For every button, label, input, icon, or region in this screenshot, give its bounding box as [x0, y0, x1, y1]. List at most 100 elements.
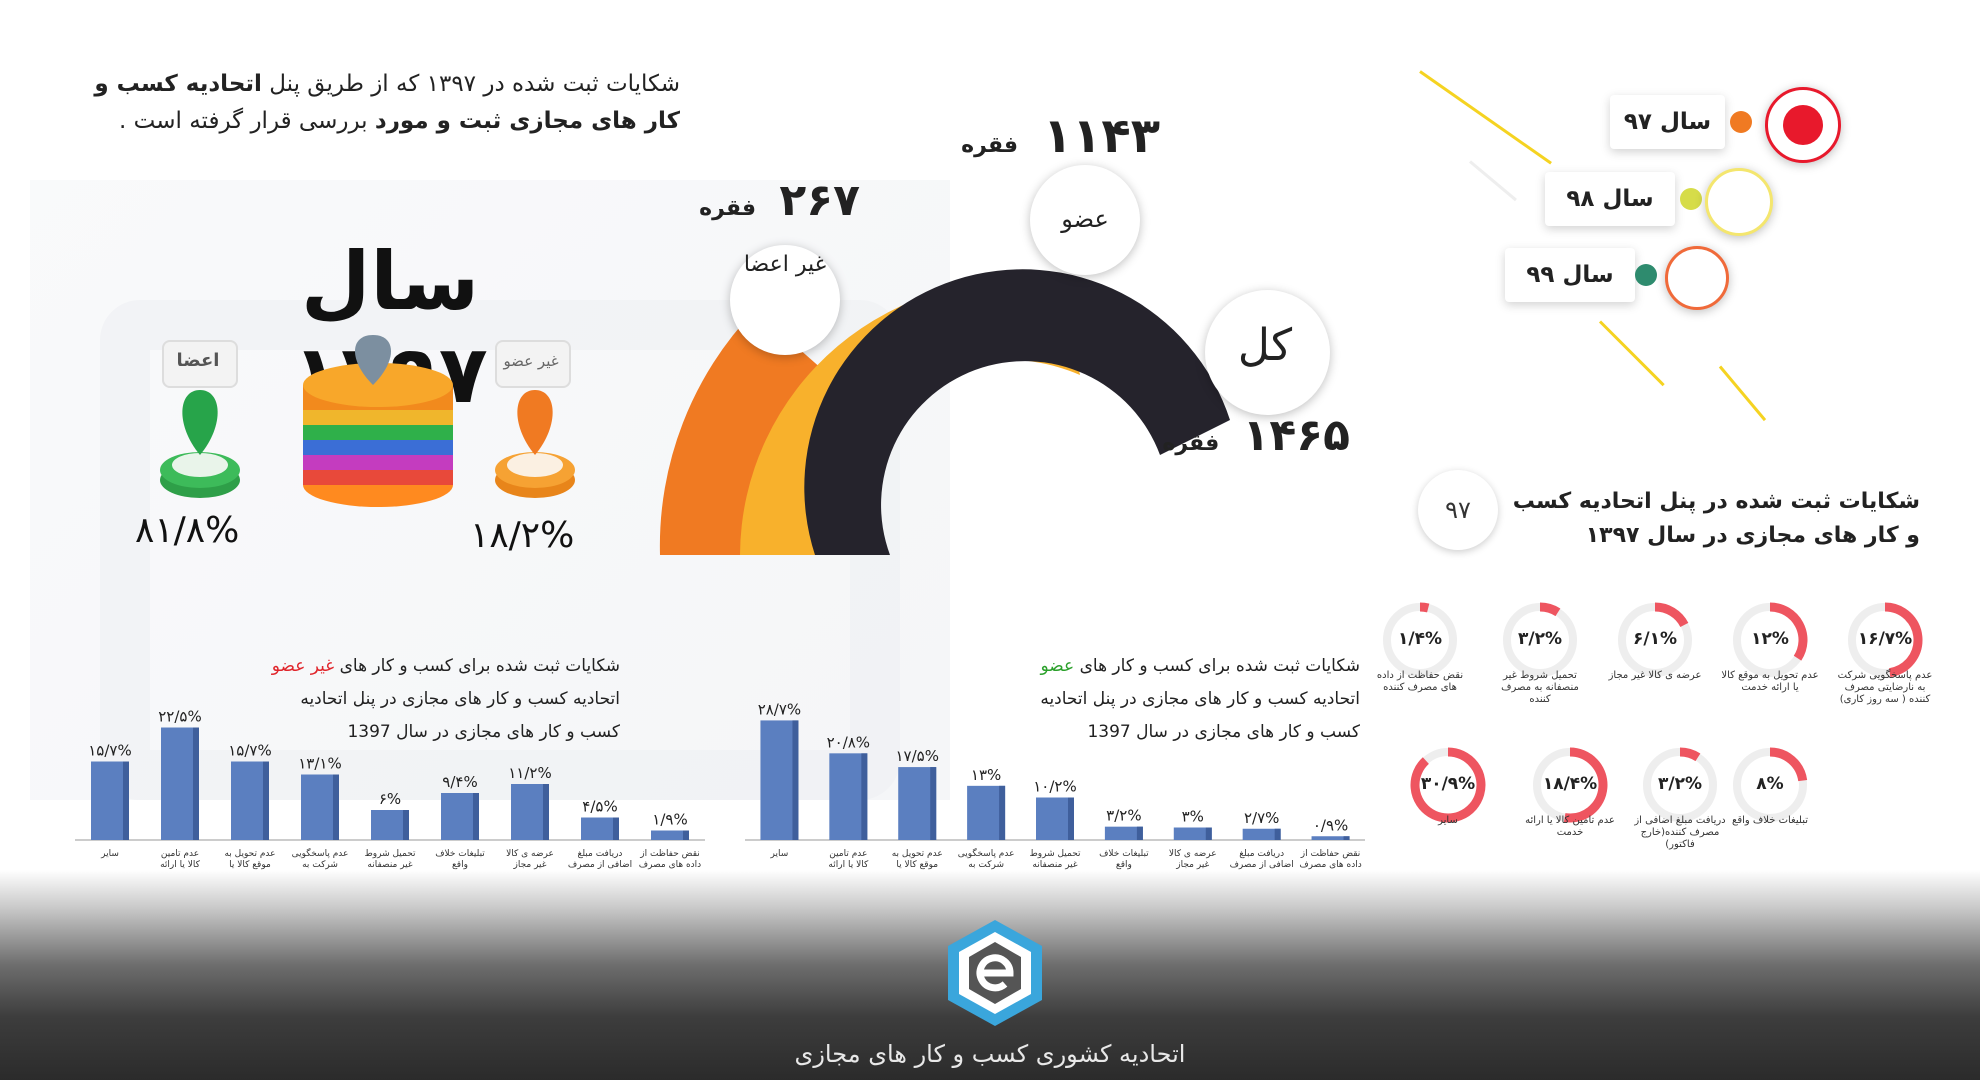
- bar-category-label: عرضه ی کالا: [1169, 849, 1217, 859]
- bar-shade: [1343, 836, 1350, 840]
- donut-slice: [1769, 602, 1808, 661]
- intro-bold: اتحادیه کسب و کار های مجازی ثبت و مورد: [94, 71, 680, 134]
- bar-value-label: ۳%: [1182, 808, 1204, 826]
- donut-chart: [1383, 602, 1457, 677]
- bar: [1036, 797, 1074, 840]
- donut-percentage: ۱/۴%: [1398, 629, 1442, 649]
- member-bubble: [1030, 165, 1140, 275]
- donut-category-label: تحمیل شروط غیر منصفانه به مصرف کننده: [1501, 670, 1579, 705]
- legend-item-label: سال ۹۹: [1505, 248, 1635, 302]
- arc-non-member: [659, 310, 840, 555]
- member-label: عضو: [1061, 205, 1109, 233]
- bar-value-label: ۲۲/۵%: [158, 708, 201, 726]
- bar: [1104, 826, 1143, 840]
- members-label: اعضا: [176, 350, 220, 371]
- bar: [301, 774, 339, 840]
- bar: [581, 817, 619, 840]
- bar-shade: [1274, 828, 1281, 840]
- donut-slice: [1884, 602, 1923, 678]
- bar: [91, 761, 129, 840]
- bar-category-label: اضافی از مصرف: [1230, 860, 1294, 870]
- donut-percentage: ۳/۲%: [1518, 629, 1562, 649]
- year-badge: ۹۷: [1418, 470, 1498, 550]
- donut-chart: [1533, 747, 1608, 823]
- bar-category-label: داده های مصرف: [1299, 860, 1361, 870]
- non-member-value: ۲۶۷: [779, 175, 860, 226]
- chart-non-member-title: شکایات ثبت شده برای کسب و کار های غیر عض…: [230, 650, 620, 749]
- donut-category-label: عدم پاسخگویی شرکت به نارضایتی مصرف کننده…: [1837, 670, 1933, 705]
- bar-category-label: موقع کالا یا: [229, 860, 271, 870]
- bar-value-label: ۱/۹%: [652, 811, 687, 829]
- bar-shade: [473, 793, 479, 840]
- chart-member-title: شکایات ثبت شده برای کسب و کار های عضو ات…: [980, 650, 1360, 749]
- bar-shade: [123, 761, 129, 840]
- bar-category-label: اضافی از مصرف: [568, 860, 632, 870]
- donut-category-label: نقض حفاظت از داده های مصرف کننده: [1376, 670, 1464, 693]
- legend-dot: [1635, 264, 1657, 286]
- bar-category-label: عدم تامین: [829, 849, 867, 859]
- non-members-label: غیر عضو: [503, 352, 559, 370]
- donut-category-label: سایر: [1438, 815, 1458, 826]
- bar-value-label: ۶%: [379, 790, 401, 808]
- donut-category-label: دریافت مبلغ اضافی از مصرف کننده(خارج فاک…: [1634, 815, 1726, 850]
- bar-shade: [1205, 827, 1212, 840]
- chart-member-title-highlight: عضو: [1040, 656, 1075, 676]
- bar-value-label: ۱۵/۷%: [88, 742, 131, 760]
- bar-shade: [861, 753, 868, 840]
- bar-category-label: غیر منصفانه: [367, 860, 413, 870]
- union-logo-icon: [948, 920, 1042, 1026]
- donut-chart: [1410, 747, 1486, 823]
- bar: [441, 793, 479, 840]
- bar-category-label: عدم تحویل به: [892, 849, 943, 859]
- bar-value-label: ۱۰/۲%: [1033, 778, 1076, 796]
- bar: [967, 785, 1006, 840]
- donut-slice: [1539, 602, 1561, 617]
- bar-value-label: ۲۸/۷%: [758, 700, 801, 718]
- chart-non-member-title-rest: اتحادیه کسب و کار های مجازی در پنل اتحاد…: [300, 689, 620, 709]
- bar-shade: [792, 720, 799, 840]
- donut-chart: [1643, 747, 1717, 822]
- bar-shade: [193, 727, 199, 840]
- donut-chart: [1733, 602, 1808, 677]
- donut-chart: [1733, 747, 1808, 822]
- chart-non-member-title-prefix: شکایات ثبت شده برای کسب و کار های: [339, 656, 620, 676]
- bar-category-label: تحمیل شروط: [364, 849, 416, 859]
- donut-percentage: ۱۸/۴%: [1542, 774, 1598, 794]
- bar-category-label: عدم پاسخگویی: [292, 847, 349, 859]
- legend-item-label: سال ۹۷: [1610, 95, 1725, 149]
- bar-value-label: ۱۳/۱%: [298, 755, 341, 773]
- donut-slice: [1563, 747, 1608, 823]
- bar: [898, 767, 937, 840]
- bar-shade: [263, 761, 269, 840]
- bar: [651, 830, 689, 840]
- donut-chart: [1618, 602, 1692, 677]
- intro-text: شکایات ثبت شده در ۱۳۹۷ که از طریق پنل ات…: [90, 66, 680, 140]
- arc-chart: [659, 269, 1230, 555]
- donut-percentage: ۶/۱%: [1633, 629, 1677, 649]
- bar-value-label: ۲۰/۸%: [827, 733, 870, 751]
- member-value: ۱۱۴۳: [1042, 108, 1160, 164]
- bar-category-label: عرضه ی کالا: [506, 849, 554, 859]
- bar-value-label: ۰/۹%: [1313, 816, 1348, 834]
- bar-category-label: عدم پاسخگویی: [958, 847, 1015, 859]
- bar: [829, 753, 868, 840]
- donut-slice: [1419, 602, 1430, 613]
- bar-shade: [543, 784, 549, 840]
- bar-category-label: موقع کالا یا: [896, 860, 938, 870]
- bar-category-label: سایر: [770, 849, 789, 859]
- arc-total: [804, 269, 1230, 555]
- member-unit: فقره: [961, 133, 1019, 158]
- legend-dot: [1680, 188, 1702, 210]
- bar-category-label: سایر: [100, 849, 119, 859]
- donut-slice: [1410, 747, 1486, 823]
- intro-part2: بررسی قرار گرفته است .: [119, 108, 375, 134]
- bar-category-label: دریافت مبلغ: [1239, 849, 1284, 859]
- bar-shade: [930, 767, 937, 840]
- member-count: ۱۱۴۳ فقره: [960, 108, 1160, 164]
- donut-category-label: عرضه ی کالا غیر مجاز: [1608, 670, 1702, 681]
- total-bubble: [1205, 290, 1330, 415]
- members-pin-icon: [160, 390, 240, 498]
- chart-non-member-title-highlight: غیر عضو: [271, 656, 335, 676]
- donut-percentage: ۱۲%: [1751, 629, 1789, 649]
